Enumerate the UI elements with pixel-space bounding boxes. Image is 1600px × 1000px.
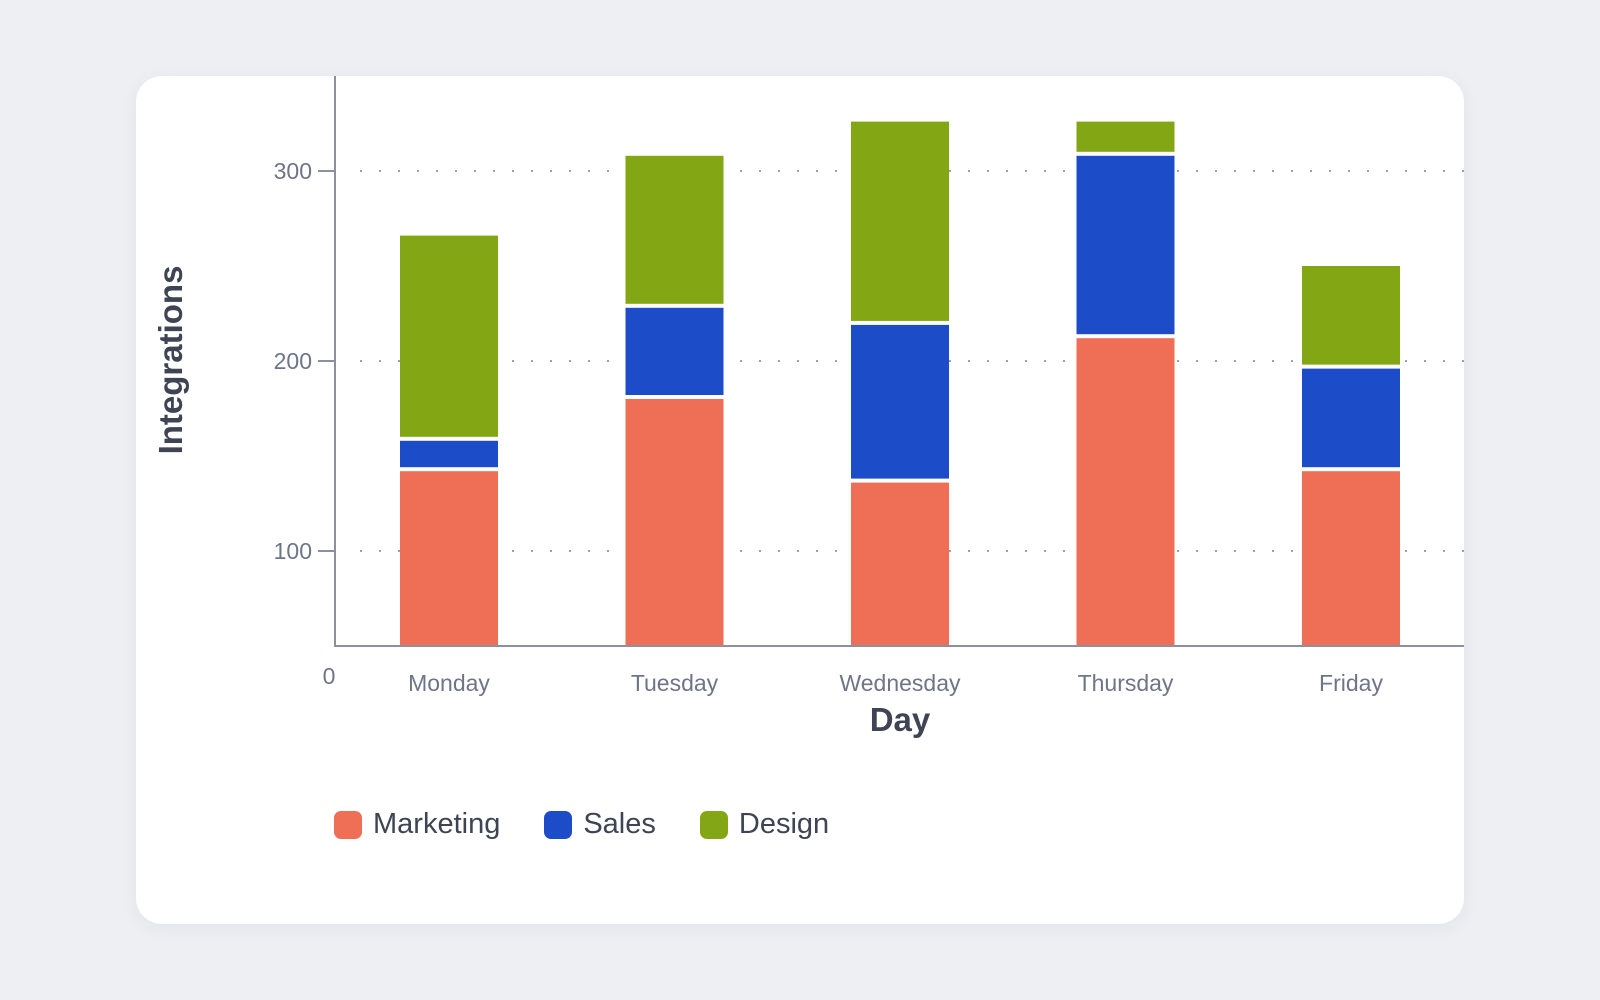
x-axis-title: Day [870,701,931,738]
bars [400,121,1400,646]
bar-thursday-marketing [1076,338,1175,646]
x-tick-label-monday: Monday [408,670,490,696]
x-tick-label-thursday: Thursday [1078,670,1174,696]
stacked-bar-chart: 0 100 200 300 Monday Tuesday Wednesday Thursda… [152,76,1464,738]
legend-swatch-sales [544,810,573,839]
bar-wednesday-sales [851,324,949,479]
x-tick-label-tuesday: Tuesday [631,670,719,696]
legend-item-marketing: Marketing [334,808,500,841]
x-tick-labels: Monday Tuesday Wednesday Thursday Friday [408,670,1383,696]
legend-label-marketing: Marketing [373,808,501,840]
bar-tuesday-sales [625,307,724,395]
legend-swatch-marketing [334,810,362,839]
legend-swatch-design [699,810,728,839]
legend-item-sales: Sales [544,808,656,841]
y-tick-label-300: 300 [274,158,312,184]
legend: Marketing Sales Design [334,808,873,841]
bar-wednesday-marketing [851,482,949,646]
bar-monday-design [400,235,498,437]
legend-label-sales: Sales [583,808,656,840]
legend-item-design: Design [699,808,830,841]
bar-friday-design [1302,266,1400,365]
legend-label-design: Design [738,808,830,840]
bar-tuesday-design [625,155,724,304]
y-tick-label-200: 200 [274,348,312,374]
y-tick-labels: 0 100 200 300 [274,158,336,689]
bar-tuesday-marketing [625,399,724,646]
x-tick-label-wednesday: Wednesday [839,670,961,696]
chart-card: 0 100 200 300 Monday Tuesday Wednesday Thursda… [136,76,1464,924]
bar-friday-sales [1302,368,1400,468]
bar-monday-sales [400,440,498,468]
bar-friday-marketing [1302,471,1400,646]
x-tick-label-friday: Friday [1319,670,1383,696]
y-axis-title: Integrations [152,266,189,455]
bar-wednesday-design [851,121,949,321]
bar-monday-marketing [400,471,498,646]
y-tick-label-100: 100 [274,538,312,564]
bar-thursday-design [1076,121,1175,152]
bar-thursday-sales [1076,155,1175,335]
y-tick-label-0: 0 [323,663,336,689]
